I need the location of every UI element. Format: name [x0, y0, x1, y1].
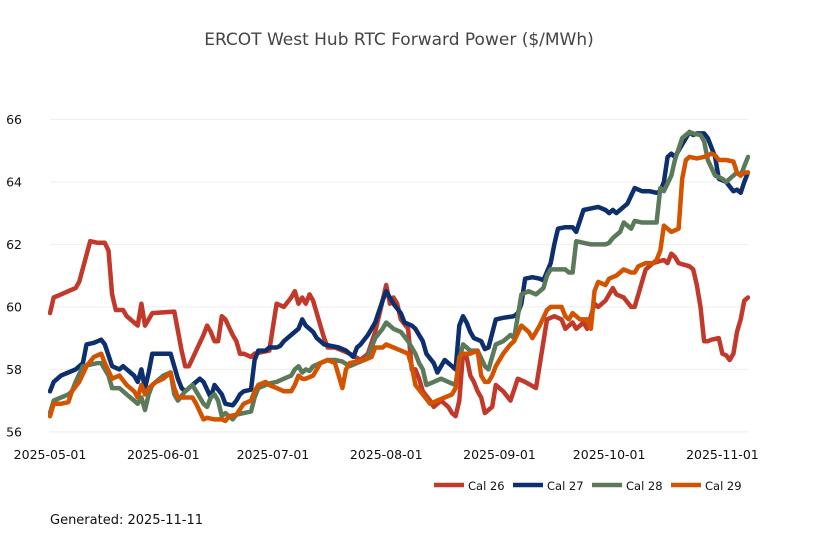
y-tick-label: 66 [6, 112, 22, 127]
y-tick-label: 60 [6, 299, 22, 314]
x-tick-label: 2025-08-01 [350, 447, 423, 462]
series-line-cal-26 [48, 238, 750, 419]
legend-label: Cal 28 [626, 479, 663, 493]
legend: Cal 26 Cal 27 Cal 28 Cal 29 [434, 479, 742, 493]
legend-label: Cal 27 [547, 479, 584, 493]
y-axis: 56 58 60 62 64 66 [6, 112, 22, 440]
x-tick-label: 2025-05-01 [14, 447, 87, 462]
series-line-cal-29 [48, 151, 750, 424]
chart-title: ERCOT West Hub RTC Forward Power ($/MWh) [204, 30, 594, 50]
legend-label: Cal 26 [468, 479, 505, 493]
series-group [48, 129, 750, 424]
x-tick-label: 2025-09-01 [463, 447, 536, 462]
legend-label: Cal 29 [705, 479, 742, 493]
y-tick-label: 62 [6, 237, 22, 252]
x-axis: 2025-05-01 2025-06-01 2025-07-01 2025-08-01… [14, 447, 759, 462]
x-tick-label: 2025-07-01 [237, 447, 310, 462]
y-tick-label: 58 [6, 362, 22, 377]
x-tick-label: 2025-06-01 [127, 447, 200, 462]
series-line-cal-27 [48, 129, 750, 408]
y-tick-label: 64 [6, 174, 22, 189]
x-tick-label: 2025-10-01 [573, 447, 646, 462]
y-tick-label: 56 [6, 424, 22, 439]
x-tick-label: 2025-11-01 [686, 447, 759, 462]
generated-footer: Generated: 2025-11-11 [50, 513, 204, 528]
